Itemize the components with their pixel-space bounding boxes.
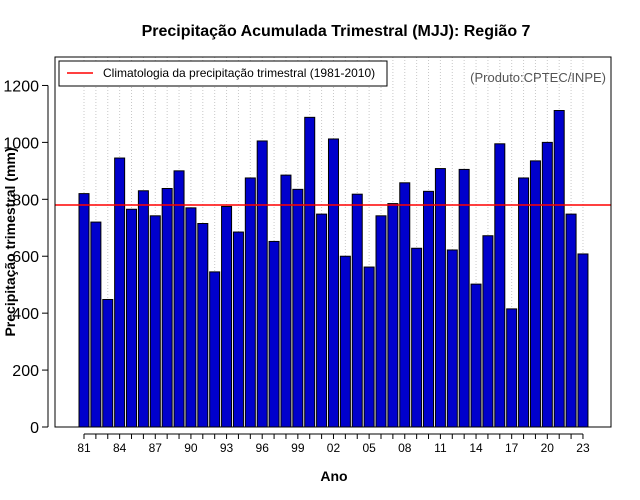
- x-tick-label: 84: [113, 441, 127, 455]
- credit-text: (Produto:CPTEC/INPE): [470, 70, 606, 85]
- bar-2014: [470, 283, 482, 428]
- bar-1999: [292, 188, 304, 428]
- bar-1982: [90, 221, 102, 428]
- x-tick-label: 23: [576, 441, 590, 455]
- bar-2007: [387, 203, 399, 428]
- bar-2016: [494, 143, 506, 428]
- bar-1988: [161, 187, 173, 428]
- bar-1994: [232, 231, 244, 428]
- bar-2023: [577, 253, 589, 428]
- x-tick-label: 05: [362, 441, 376, 455]
- bar-2020: [541, 141, 553, 428]
- bar-1993: [221, 205, 233, 428]
- bar-1996: [256, 140, 268, 428]
- bar-2005: [363, 266, 375, 428]
- bars-layer: [78, 110, 589, 428]
- bar-2010: [423, 190, 435, 428]
- y-tick-label: 0: [30, 420, 39, 437]
- bar-2003: [339, 255, 351, 428]
- x-tick-label: 93: [220, 441, 234, 455]
- bar-1983: [102, 298, 114, 428]
- x-tick-label: 20: [541, 441, 555, 455]
- bar-2004: [351, 193, 363, 428]
- bar-2001: [316, 213, 328, 428]
- bar-1985: [126, 208, 138, 428]
- bar-1990: [185, 207, 197, 428]
- x-axis-label: Ano: [320, 468, 347, 484]
- y-tick-label: 400: [12, 306, 39, 323]
- y-tick-label: 600: [12, 249, 39, 266]
- bar-2013: [458, 168, 470, 428]
- legend-box: [58, 60, 388, 87]
- y-tick-label: 200: [12, 363, 39, 380]
- x-tick-label: 17: [505, 441, 519, 455]
- y-axis: 0 200 400 600 800 1000 1200: [3, 78, 49, 437]
- bar-1984: [114, 157, 126, 428]
- y-axis-label: Precipitação trimestral (mm): [2, 147, 18, 336]
- bar-1995: [244, 177, 256, 428]
- bar-2012: [446, 249, 458, 428]
- bar-2022: [565, 213, 577, 428]
- x-tick-label: 87: [149, 441, 163, 455]
- x-tick-label: 96: [256, 441, 270, 455]
- bar-1992: [209, 271, 221, 428]
- chart-title: Precipitação Acumulada Trimestral (MJJ):…: [142, 23, 531, 40]
- bar-2008: [399, 182, 411, 428]
- bar-2019: [529, 160, 541, 428]
- x-tick-label: 11: [434, 441, 447, 455]
- bar-1997: [268, 240, 280, 428]
- bar-2011: [434, 168, 446, 428]
- x-axis: 81 84 87 90 93 96 99 02 05 08 11 14 17 20 23: [77, 433, 590, 455]
- bar-1998: [280, 174, 292, 428]
- bar-2017: [506, 308, 518, 428]
- bar-2015: [482, 235, 494, 428]
- bar-2000: [304, 116, 316, 428]
- x-tick-label: 08: [398, 441, 412, 455]
- x-tick-label: 81: [77, 441, 91, 455]
- x-tick-label: 02: [327, 441, 341, 455]
- y-tick-label: 800: [12, 192, 39, 209]
- bar-2009: [411, 247, 423, 428]
- y-tick-label: 1200: [3, 78, 39, 95]
- bar-2021: [553, 110, 565, 428]
- bar-1987: [149, 215, 161, 428]
- legend: Climatologia da precipitação trimestral …: [58, 60, 388, 87]
- plot-frame: [54, 56, 612, 428]
- bar-2002: [327, 138, 339, 428]
- y-tick-label: 1000: [3, 135, 39, 152]
- bar-1981: [78, 193, 90, 428]
- legend-label: Climatologia da precipitação trimestral …: [103, 66, 375, 80]
- bar-2018: [518, 177, 530, 428]
- bar-1991: [197, 223, 209, 428]
- bar-2006: [375, 215, 387, 428]
- x-tick-label: 14: [469, 441, 483, 455]
- bar-1989: [173, 170, 185, 428]
- x-tick-label: 99: [291, 441, 305, 455]
- x-tick-label: 90: [184, 441, 198, 455]
- bar-1986: [137, 190, 149, 428]
